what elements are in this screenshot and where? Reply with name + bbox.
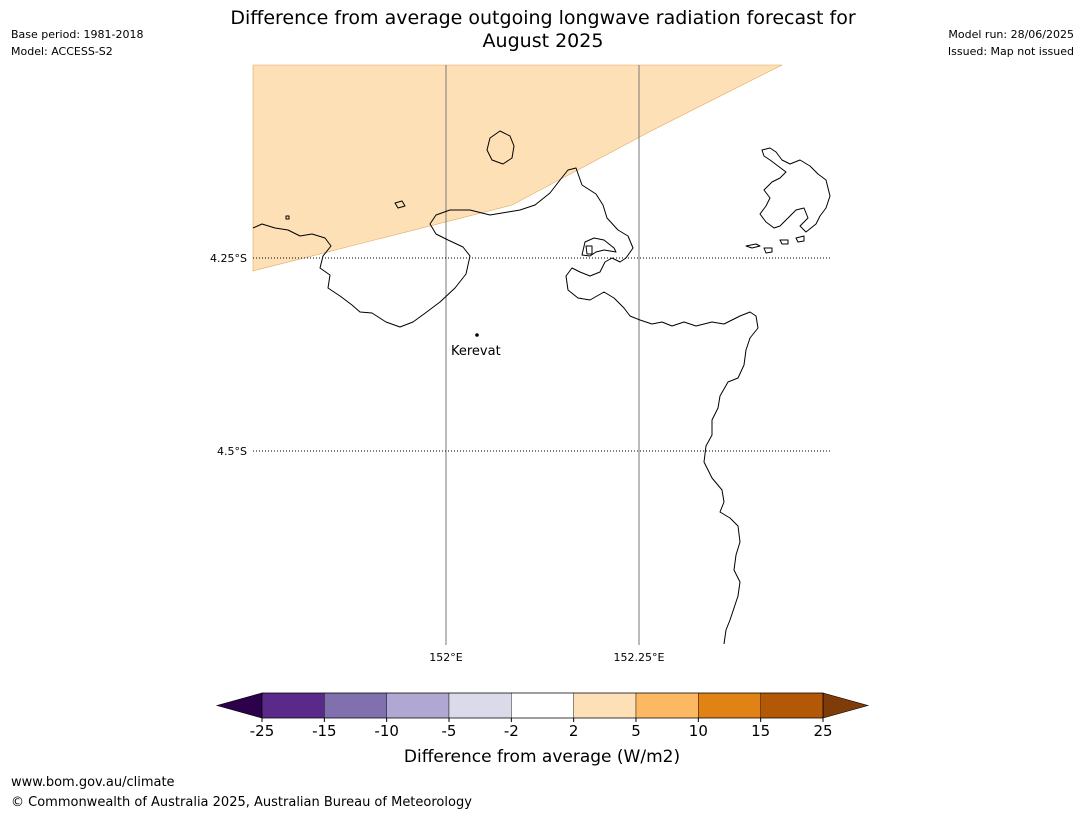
colorbar-over-arrow (822, 692, 870, 719)
colorbar-tick-label: -5 (442, 722, 457, 740)
model-run: Model run: 28/06/2025 (948, 28, 1074, 41)
colorbar-tick-label: -15 (312, 722, 337, 740)
colorbar-tick-label: 2 (569, 722, 579, 740)
lon-label-152-25: 152.25°E (614, 651, 665, 664)
colorbar-swatch (386, 692, 450, 719)
title-line-1: Difference from average outgoing longwav… (230, 7, 856, 29)
colorbar-tick-label: 5 (631, 722, 641, 740)
colorbar-tick-label: 25 (813, 722, 832, 740)
footer-url: www.bom.gov.au/climate (11, 775, 175, 790)
coastline-islet-east-2 (763, 247, 773, 254)
colorbar-under-arrow (215, 692, 263, 719)
model-name: Model: ACCESS-S2 (11, 45, 113, 58)
header-left: Base period: 1981-2018 Model: ACCESS-S2 (11, 26, 143, 60)
lat-label-4-25: 4.25°S (210, 252, 247, 265)
colorbar-swatch (511, 692, 574, 719)
base-period: Base period: 1981-2018 (11, 28, 144, 41)
anomaly-region (252, 64, 783, 272)
title-line-2: August 2025 (482, 30, 604, 52)
lat-label-4-5: 4.5°S (217, 445, 247, 458)
map-title: Difference from average outgoing longwav… (192, 7, 894, 53)
header-right: Model run: 28/06/2025 Issued: Map not is… (948, 26, 1074, 60)
colorbar-outline (261, 692, 824, 719)
colorbar-swatch (261, 692, 325, 719)
kerevat-marker (475, 333, 479, 337)
colorbar-tick-label: -2 (504, 722, 519, 740)
coastline-islands-east (759, 147, 831, 233)
colorbar-swatch (760, 692, 824, 719)
coastline-island-north (486, 130, 515, 165)
colorbar-swatch (448, 692, 512, 719)
coastline-inner-bay (581, 237, 617, 257)
lon-label-152: 152°E (429, 651, 462, 664)
issued-status: Issued: Map not issued (947, 45, 1074, 58)
colorbar-swatch (573, 692, 637, 719)
kerevat-label: Kerevat (451, 344, 501, 359)
colorbar-tick-label: -10 (374, 722, 399, 740)
colorbar-label: Difference from average (W/m2) (404, 747, 680, 767)
footer-copyright: © Commonwealth of Australia 2025, Austra… (11, 795, 472, 810)
colorbar-tick-label: 10 (689, 722, 708, 740)
coastline-islet-east-5 (585, 245, 593, 255)
colorbar-swatch (698, 692, 761, 719)
coastline-islet-east-3 (779, 239, 789, 245)
colorbar-swatch (324, 692, 387, 719)
coastline-group (252, 130, 831, 645)
colorbar-tick-label: 15 (751, 722, 770, 740)
coastline-islet-east-4 (795, 235, 805, 243)
colorbar-swatch (635, 692, 699, 719)
coastline-islet-a (394, 200, 406, 209)
coastline-islet-east-1 (745, 243, 761, 249)
colorbar: -25 -15 -10 -5 -2 2 5 10 15 25 Difference from av… (215, 692, 870, 767)
coastline-islet-b (285, 215, 290, 220)
colorbar-tick-label: -25 (250, 722, 275, 740)
coastline-mainland-west (252, 167, 759, 645)
